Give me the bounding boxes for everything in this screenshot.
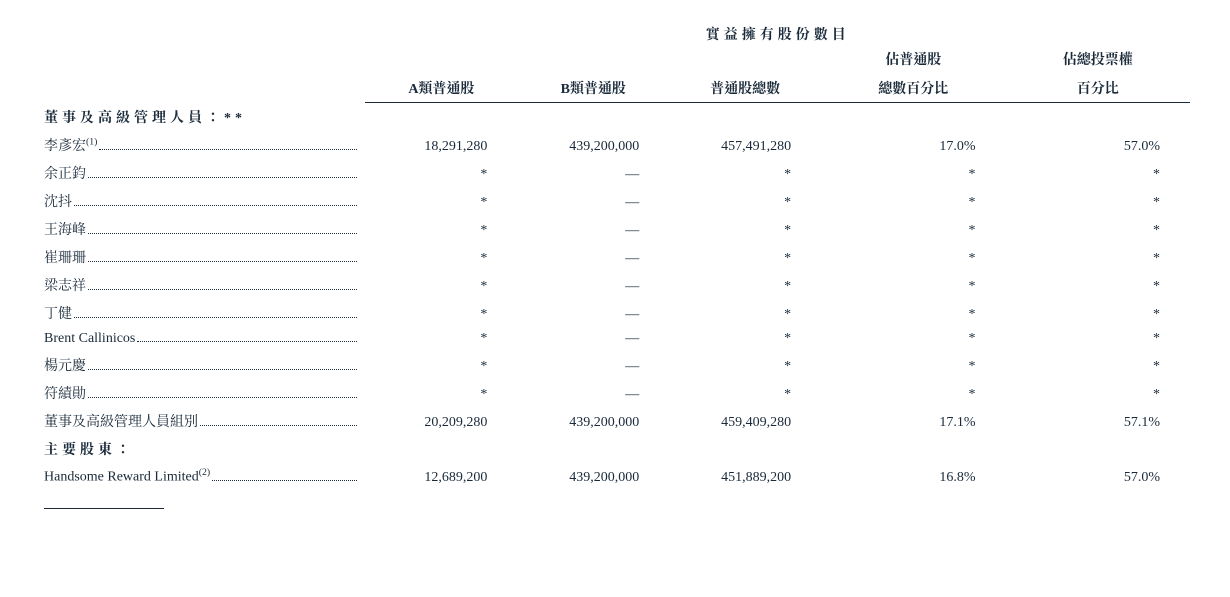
- col-header-pct-votes-l1: 佔總投票權: [1005, 48, 1190, 74]
- cell-class_a: *: [365, 159, 517, 187]
- cell-class_a: *: [365, 379, 517, 407]
- cell-class_a: *: [365, 299, 517, 327]
- cell-class_a: 18,291,280: [365, 131, 517, 159]
- cell-pct_shares: 17.0%: [821, 131, 1005, 159]
- table-row: 沈抖*—***: [40, 187, 1190, 215]
- row-name: 符績勛: [40, 379, 365, 407]
- cell-class_a: *: [365, 243, 517, 271]
- cell-total: *: [669, 159, 821, 187]
- cell-class_b: —: [517, 327, 669, 351]
- cell-pct_shares: *: [821, 271, 1005, 299]
- cell-class_a: *: [365, 215, 517, 243]
- shareholding-table: 實益擁有股份數目 佔普通股 佔總投票權 A類普通股 B類普通股 普通股總數 總數…: [40, 20, 1190, 490]
- cell-pct_votes: 57.0%: [1005, 463, 1190, 490]
- cell-pct_votes: 57.0%: [1005, 131, 1190, 159]
- span-header: 實益擁有股份數目: [365, 20, 1190, 48]
- section-title: 主要股東：: [40, 435, 1190, 463]
- cell-pct_shares: *: [821, 243, 1005, 271]
- table-row: 崔珊珊*—***: [40, 243, 1190, 271]
- cell-pct_shares: 17.1%: [821, 407, 1005, 435]
- col-header-class-b: B類普通股: [517, 74, 669, 103]
- footnote-rule: [44, 508, 164, 509]
- col-header-total-l1: [669, 48, 821, 74]
- cell-total: *: [669, 379, 821, 407]
- cell-pct_shares: 16.8%: [821, 463, 1005, 490]
- cell-total: 457,491,280: [669, 131, 821, 159]
- cell-class_a: *: [365, 351, 517, 379]
- cell-class_b: 439,200,000: [517, 131, 669, 159]
- cell-class_b: —: [517, 299, 669, 327]
- cell-pct_votes: *: [1005, 299, 1190, 327]
- row-name: 余正鈞: [40, 159, 365, 187]
- cell-pct_shares: *: [821, 187, 1005, 215]
- cell-pct_shares: *: [821, 159, 1005, 187]
- col-header-pct-shares-l1: 佔普通股: [821, 48, 1005, 74]
- table-row: 王海峰*—***: [40, 215, 1190, 243]
- table-row: 梁志祥*—***: [40, 271, 1190, 299]
- table-row: 符績勛*—***: [40, 379, 1190, 407]
- cell-pct_votes: *: [1005, 271, 1190, 299]
- row-name: Handsome Reward Limited(2): [40, 463, 365, 490]
- cell-pct_shares: *: [821, 215, 1005, 243]
- row-name: 李彥宏(1): [40, 131, 365, 159]
- cell-pct_votes: *: [1005, 351, 1190, 379]
- section-title: 董事及高級管理人員：**: [40, 103, 1190, 132]
- cell-class_b: —: [517, 351, 669, 379]
- cell-total: *: [669, 351, 821, 379]
- cell-class_a: 20,209,280: [365, 407, 517, 435]
- cell-class_a: 12,689,200: [365, 463, 517, 490]
- cell-class_b: —: [517, 271, 669, 299]
- cell-pct_votes: *: [1005, 379, 1190, 407]
- row-name: 丁健: [40, 299, 365, 327]
- cell-total: *: [669, 187, 821, 215]
- col-header-class-a-l1: [365, 48, 517, 74]
- table-row: 余正鈞*—***: [40, 159, 1190, 187]
- cell-total: *: [669, 299, 821, 327]
- cell-pct_votes: *: [1005, 243, 1190, 271]
- row-name: 楊元慶: [40, 351, 365, 379]
- col-header-class-b-l1: [517, 48, 669, 74]
- cell-class_b: —: [517, 159, 669, 187]
- cell-class_b: —: [517, 243, 669, 271]
- cell-class_b: —: [517, 215, 669, 243]
- table-row: Handsome Reward Limited(2)12,689,200439,…: [40, 463, 1190, 490]
- col-header-pct-votes: 百分比: [1005, 74, 1190, 103]
- cell-class_b: —: [517, 379, 669, 407]
- row-name: 梁志祥: [40, 271, 365, 299]
- row-name: 沈抖: [40, 187, 365, 215]
- cell-class_a: *: [365, 271, 517, 299]
- col-header-total: 普通股總數: [669, 74, 821, 103]
- table-row: 李彥宏(1)18,291,280439,200,000457,491,28017…: [40, 131, 1190, 159]
- row-name: 王海峰: [40, 215, 365, 243]
- row-name: Brent Callinicos: [40, 327, 365, 351]
- cell-class_a: *: [365, 327, 517, 351]
- row-name: 董事及高級管理人員組別: [40, 407, 365, 435]
- row-name: 崔珊珊: [40, 243, 365, 271]
- cell-total: *: [669, 243, 821, 271]
- cell-pct_votes: *: [1005, 159, 1190, 187]
- cell-class_b: —: [517, 187, 669, 215]
- table-row: 董事及高級管理人員組別20,209,280439,200,000459,409,…: [40, 407, 1190, 435]
- cell-pct_votes: 57.1%: [1005, 407, 1190, 435]
- cell-pct_shares: *: [821, 299, 1005, 327]
- cell-total: *: [669, 271, 821, 299]
- cell-class_a: *: [365, 187, 517, 215]
- cell-class_b: 439,200,000: [517, 463, 669, 490]
- cell-total: 451,889,200: [669, 463, 821, 490]
- cell-pct_votes: *: [1005, 187, 1190, 215]
- cell-pct_votes: *: [1005, 327, 1190, 351]
- cell-total: *: [669, 215, 821, 243]
- cell-class_b: 439,200,000: [517, 407, 669, 435]
- cell-pct_votes: *: [1005, 215, 1190, 243]
- cell-pct_shares: *: [821, 351, 1005, 379]
- col-header-class-a: A類普通股: [365, 74, 517, 103]
- cell-total: *: [669, 327, 821, 351]
- col-header-pct-shares: 總數百分比: [821, 74, 1005, 103]
- table-row: 楊元慶*—***: [40, 351, 1190, 379]
- cell-pct_shares: *: [821, 379, 1005, 407]
- table-row: 丁健*—***: [40, 299, 1190, 327]
- table-row: Brent Callinicos*—***: [40, 327, 1190, 351]
- cell-total: 459,409,280: [669, 407, 821, 435]
- cell-pct_shares: *: [821, 327, 1005, 351]
